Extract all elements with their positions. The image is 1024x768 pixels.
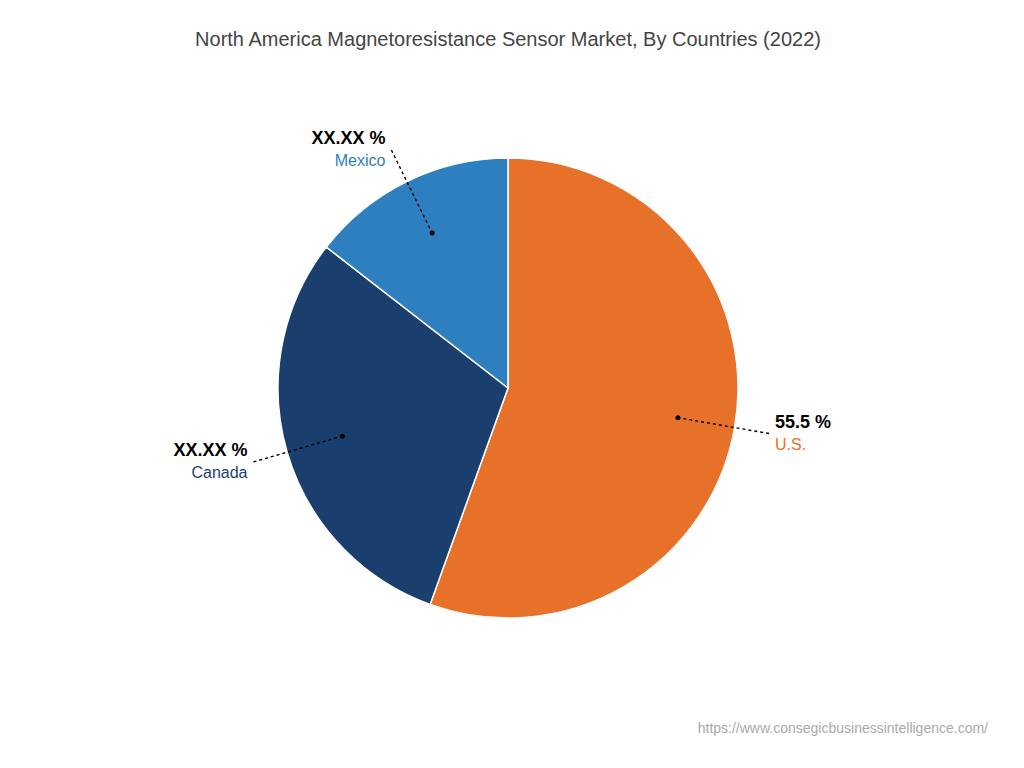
svg-text:Mexico: Mexico: [335, 152, 386, 169]
svg-text:55.5 %: 55.5 %: [775, 412, 831, 432]
svg-text:U.S.: U.S.: [775, 436, 806, 453]
svg-text:Canada: Canada: [191, 464, 247, 481]
html-text:https://www.consegicbusinessin: https://www.consegicbusinessintelligence…: [697, 720, 988, 736]
html-text:North America Magnetoresistanc: North America Magnetoresistance Sensor M…: [195, 28, 821, 50]
svg-text:XX.XX %: XX.XX %: [173, 440, 247, 460]
svg-text:XX.XX %: XX.XX %: [311, 128, 385, 148]
